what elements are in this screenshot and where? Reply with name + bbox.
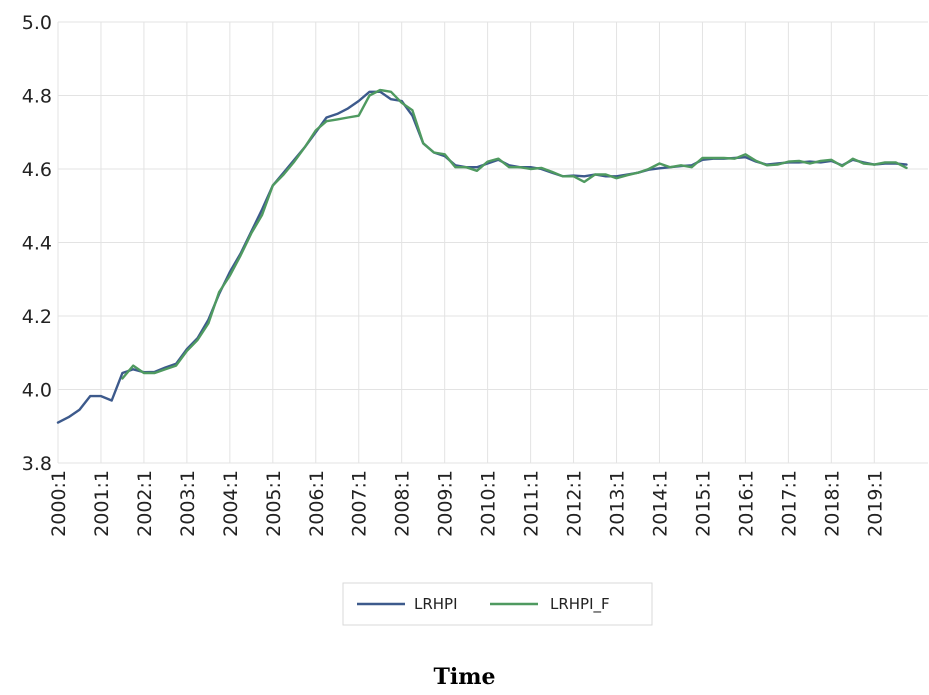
y-tick-label: 3.8 [22, 453, 52, 475]
x-tick-label: 2019:1 [864, 470, 886, 537]
y-tick-label: 4.0 [22, 380, 52, 402]
y-tick-label: 4.8 [22, 86, 52, 108]
x-tick-label: 2002:1 [134, 470, 156, 537]
y-tick-label: 4.4 [22, 233, 52, 255]
x-tick-label: 2001:1 [91, 470, 113, 537]
legend: LRHPI LRHPI_F [342, 582, 653, 626]
x-tick-label: 2013:1 [607, 470, 629, 537]
x-tick-label: 2009:1 [435, 470, 457, 537]
x-tick-label: 2018:1 [821, 470, 843, 537]
legend-label: LRHPI [414, 595, 458, 613]
y-tick-label: 5.0 [22, 12, 52, 34]
x-tick-label: 2011:1 [521, 470, 543, 537]
x-tick-label: 2007:1 [349, 470, 371, 537]
x-tick-label: 2010:1 [478, 470, 500, 537]
x-axis-title: Time [433, 664, 496, 690]
legend-label: LRHPI_F [550, 595, 610, 614]
x-tick-label: 2014:1 [649, 470, 671, 537]
x-tick-label: 2003:1 [177, 470, 199, 537]
x-tick-label: 2017:1 [778, 470, 800, 537]
x-tick-label: 2015:1 [692, 470, 714, 537]
x-tick-label: 2016:1 [735, 470, 757, 537]
y-tick-label: 4.2 [22, 306, 52, 328]
x-axis-ticks: 2000:1 2001:1 2002:1 2003:1 2004:1 2005:1 2006… [48, 470, 886, 537]
x-tick-label: 2000:1 [48, 470, 70, 537]
x-tick-label: 2006:1 [306, 470, 328, 537]
series-line-lrhpi-f [121, 88, 908, 380]
x-tick-label: 2012:1 [564, 470, 586, 537]
series-lines [56, 88, 908, 424]
y-tick-label: 4.6 [22, 159, 52, 181]
y-axis-ticks: 3.8 4.0 4.2 4.4 4.6 4.8 5.0 [22, 12, 52, 475]
x-tick-label: 2005:1 [263, 470, 285, 537]
gridlines [57, 21, 928, 464]
series-line-lrhpi [56, 90, 908, 424]
x-tick-label: 2008:1 [392, 470, 414, 537]
x-tick-label: 2004:1 [220, 470, 242, 537]
